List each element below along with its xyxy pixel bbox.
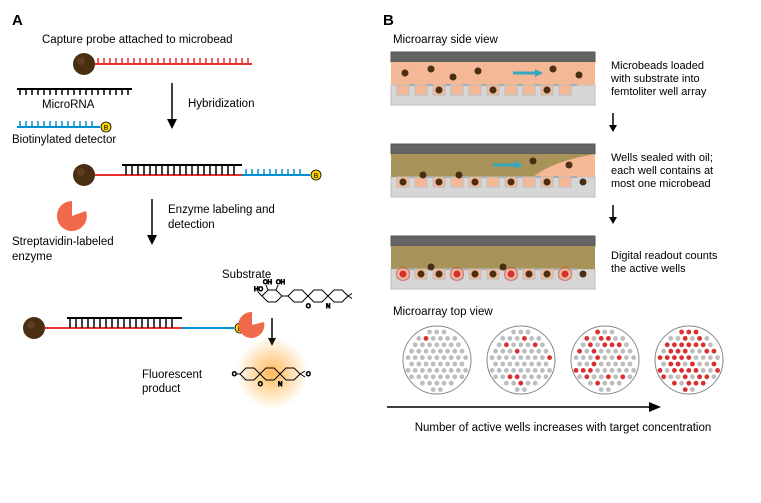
concentration-arrow <box>383 400 663 414</box>
topview-disc-2 <box>569 324 641 396</box>
svg-text:B: B <box>314 173 319 180</box>
svg-text:O: O <box>232 372 237 378</box>
fluorescent-label: Fluorescent product <box>142 368 212 397</box>
capture-probe-diagram <box>72 49 312 79</box>
microarray-side-3 <box>383 233 603 293</box>
topview-disc-3 <box>653 324 725 396</box>
enzyme-label: Streptavidin-labeled enzyme <box>12 235 142 264</box>
detector-diagram: B <box>12 117 117 133</box>
svg-text:OH: OH <box>263 280 272 286</box>
step3-label: Digital readout counts the active wells <box>611 250 721 276</box>
arrow-hybridization <box>162 81 182 131</box>
microarray-step-1: Microbeads loaded with substrate into fe… <box>383 49 743 109</box>
biotin-detector-label: Biotinylated detector <box>12 133 162 147</box>
microarray-side-2 <box>383 141 603 201</box>
arrow-step-2-3 <box>483 203 743 231</box>
sideview-label: Microarray side view <box>393 33 743 47</box>
topview-disc-0 <box>401 324 473 396</box>
svg-text:N: N <box>326 304 330 310</box>
microrna-label: MicroRNA <box>42 98 162 112</box>
topview-disc-1 <box>485 324 557 396</box>
panel-b: B Microarray side view Microbeads loaded… <box>383 12 743 435</box>
topview-row <box>383 324 743 396</box>
step2-label: Wells sealed with oil; each well contain… <box>611 152 721 192</box>
panel-b-letter: B <box>383 12 743 29</box>
svg-text:N: N <box>278 382 282 388</box>
capture-probe-label: Capture probe attached to microbead <box>42 33 367 47</box>
step1-label: Microbeads loaded with substrate into fe… <box>611 60 721 100</box>
concentration-label: Number of active wells increases with ta… <box>383 421 743 435</box>
panel-a: A Capture probe attached to microbead M <box>12 12 367 435</box>
microarray-step-3: Digital readout counts the active wells <box>383 233 743 293</box>
panel-a-letter: A <box>12 12 367 29</box>
hybridization-label: Hybridization <box>188 97 254 147</box>
svg-text:O: O <box>258 382 263 388</box>
microarray-step-2: Wells sealed with oil; each well contain… <box>383 141 743 201</box>
svg-text:B: B <box>104 125 109 132</box>
enzyme-step-label: Enzyme labeling and detection <box>168 203 278 264</box>
hybridized-complex: B <box>72 155 332 189</box>
svg-text:O: O <box>306 372 311 378</box>
arrow-enzyme <box>142 197 162 247</box>
microarray-side-1 <box>383 49 603 109</box>
microrna-diagram <box>12 85 142 97</box>
svg-text:HO: HO <box>254 287 263 293</box>
arrow-step-1-2 <box>483 111 743 139</box>
topview-label: Microarray top view <box>393 305 743 319</box>
enzyme-icon <box>52 197 92 235</box>
svg-text:O: O <box>306 304 311 310</box>
svg-text:OH: OH <box>276 280 285 286</box>
